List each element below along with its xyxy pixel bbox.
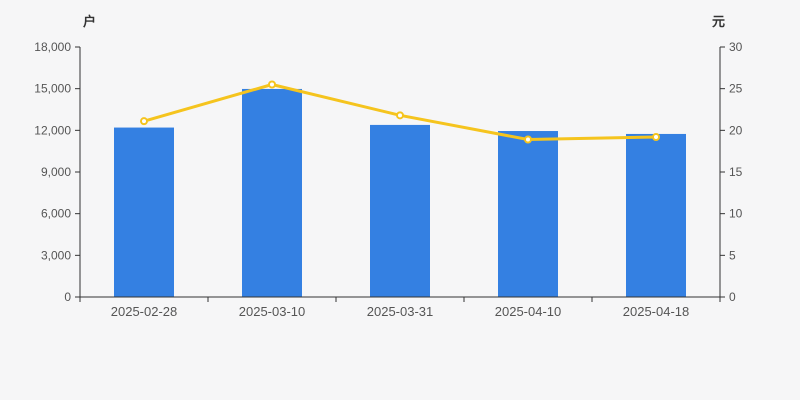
bar-2025-03-31[interactable] [370,124,430,298]
x-axis-category-label: 2025-04-10 [495,304,562,319]
y-axis-right-tick-label: 0 [729,290,736,304]
y-axis-right-tick-label: 25 [729,82,743,96]
bar-2025-04-10[interactable] [498,131,558,297]
y-axis-left-tick-label: 3,000 [41,248,71,262]
y-axis-left-tick-label: 12,000 [34,123,71,137]
y-axis-left-tick-label: 18,000 [34,40,71,54]
x-axis-category-label: 2025-03-10 [239,304,306,319]
x-axis-category-label: 2025-02-28 [111,304,178,319]
data-point-marker-2025-03-31[interactable] [396,111,404,120]
y-axis-left-tick-label: 0 [64,290,71,304]
y-axis-right-tick-label: 30 [729,40,743,54]
y-axis-right-tick-label: 5 [729,248,736,262]
y-axis-left-tick-label: 9,000 [41,165,71,179]
right-axis-unit-label: 元 [712,14,726,29]
data-point-marker-2025-02-28[interactable] [140,117,148,126]
y-axis-right-tick-label: 20 [729,123,743,137]
data-point-marker-2025-04-10[interactable] [524,135,532,144]
left-axis-unit-label: 户 [83,14,97,29]
x-axis-category-label: 2025-03-31 [367,304,434,319]
y-axis-left-tick-label: 6,000 [41,207,71,221]
x-axis-category-label: 2025-04-18 [623,304,690,319]
data-point-marker-2025-03-10[interactable] [268,80,276,89]
y-axis-right-tick-label: 10 [729,207,743,221]
bar-2025-02-28[interactable] [114,127,174,297]
y-axis-left-tick-label: 15,000 [34,82,71,96]
data-point-marker-2025-04-18[interactable] [652,133,660,141]
y-axis-right-tick-label: 15 [729,165,743,179]
bar-2025-03-10[interactable] [242,88,302,297]
bar-2025-04-18[interactable] [626,133,686,297]
